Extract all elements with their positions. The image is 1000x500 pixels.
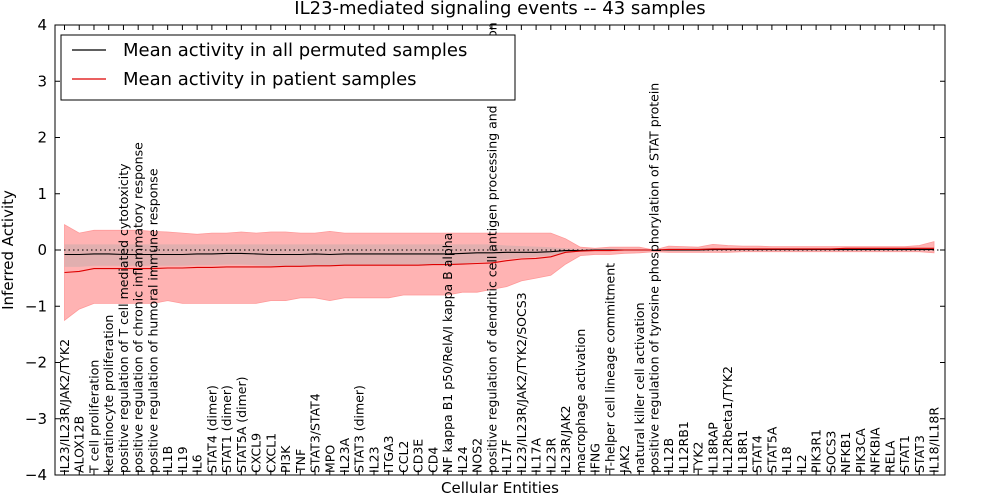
x-category-label: T cell proliferation [87,360,102,474]
y-tick-label: 3 [37,72,47,90]
x-category-label: ALOX12B [72,416,87,473]
x-category-label: CXCL1 [263,433,278,473]
x-category-label: STAT1 (dimer) [219,385,234,473]
x-category-label: IL23R/JAK2 [558,405,573,473]
x-category-label: IL23 [367,446,382,473]
x-category-label: STAT4 (dimer) [204,385,219,473]
x-category-label: STAT1 [897,435,912,473]
legend-label-permuted: Mean activity in all permuted samples [123,40,467,61]
x-category-label: positive regulation of dendritic cell an… [484,22,499,473]
x-category-label: IL2 [794,454,809,473]
x-category-label: STAT3/STAT4 [308,393,323,473]
x-category-label: keratinocyte proliferation [101,315,116,473]
x-category-label: STAT3 (dimer) [352,385,367,473]
legend: Mean activity in all permuted samples Me… [60,34,516,101]
x-category-label: TNF [293,449,308,474]
y-tick-label: −1 [25,297,47,315]
x-category-label: IL18RAP [705,422,720,473]
y-tick-label: −4 [25,466,47,484]
x-category-label: CXCL9 [249,433,264,473]
x-category-label: CD3E [411,439,426,473]
x-category-label: SOCS3 [823,431,838,473]
x-category-label: IL23A [337,437,352,473]
x-category-label: IL24 [455,446,470,473]
x-category-label: IL18/IL18R [927,407,942,473]
y-tick-label: −2 [25,354,47,372]
x-category-label: IL12RB1 [676,421,691,473]
x-category-label: T-helper cell lineage commitment [602,263,617,474]
x-category-label: IL17A [529,437,544,473]
x-axis-label: Cellular Entities [441,479,559,497]
x-category-label: NF kappa B1 p50/RelA/I kappa B alpha [440,233,455,473]
y-axis-ticks: −4 −3 −2 −1 0 1 2 3 4 [25,16,945,484]
x-category-label: IL23/IL23R/JAK2/TYK2/SOCS3 [514,292,529,473]
x-category-label: positive regulation of chronic inflammat… [131,142,146,473]
chart-title: IL23-mediated signaling events -- 43 sam… [294,0,705,19]
x-category-label: IL6 [190,454,205,473]
y-tick-label: 0 [37,241,47,259]
x-category-label: STAT5A (dimer) [234,377,249,473]
x-category-label: MPO [322,445,337,473]
x-category-label: STAT4 [750,435,765,473]
x-category-label: positive regulation of humoral immune re… [145,168,160,473]
series-line-patient [64,247,934,274]
x-category-label: IFNG [588,443,603,473]
series-lines [64,247,934,274]
y-tick-label: −3 [25,410,47,428]
x-category-label: NFKB1 [838,432,853,473]
x-category-label: macrophage activation [573,329,588,473]
x-category-label: IL12B [661,438,676,473]
y-tick-label: 2 [37,129,47,147]
x-category-label: IL23R [543,437,558,473]
x-category-label: RELA [882,440,897,473]
x-category-label: IL18R1 [735,430,750,473]
legend-label-patient: Mean activity in patient samples [123,69,417,90]
x-category-label: PI3K [278,445,293,473]
x-category-label: positive regulation of tyrosine phosphor… [647,83,662,473]
x-category-label: IL23/IL23R/JAK2/TYK2 [57,339,72,473]
x-category-label: JAK2 [617,445,632,474]
x-category-label: IL12Rbeta1/TYK2 [720,366,735,473]
x-category-label: positive regulation of T cell mediated c… [116,163,131,473]
x-category-label: STAT3 [912,435,927,473]
x-category-label: ITGA3 [381,435,396,473]
x-category-label: PIK3R1 [809,429,824,473]
legend-box [60,34,516,101]
x-category-label: TYK2 [691,442,706,474]
x-category-label: IL1B [160,446,175,473]
x-category-label: NFKBIA [868,427,883,473]
x-category-label: PIK3CA [853,428,868,473]
y-axis-label: Inferred Activity [0,190,17,310]
x-category-label: IL18 [779,446,794,473]
x-category-label: natural killer cell activation [632,302,647,473]
x-category-label: NOS2 [470,438,485,473]
x-category-label: IL19 [175,446,190,473]
x-category-label: IL17F [499,439,514,473]
y-tick-label: 4 [37,16,47,34]
x-category-label: CCL2 [396,441,411,473]
y-tick-label: 1 [37,185,47,203]
x-category-label: CD4 [425,447,440,473]
x-category-label: STAT5A [764,426,779,473]
category-labels: IL23/IL23R/JAK2/TYK2 ALOX12B T cell prolif… [57,22,942,475]
